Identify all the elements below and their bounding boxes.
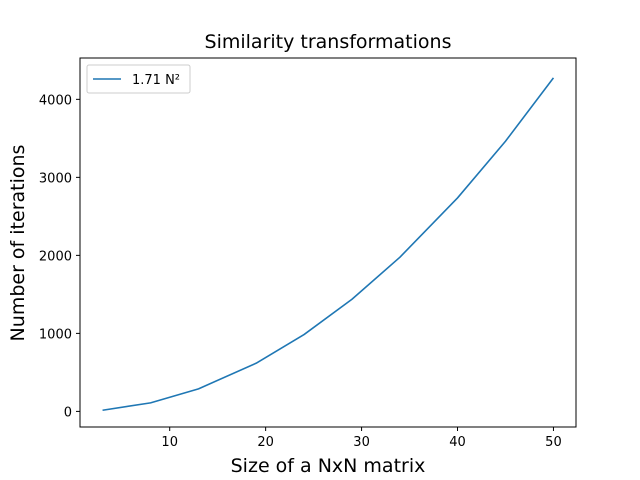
- y-tick-label: 3000: [39, 171, 72, 186]
- series-line: [102, 77, 555, 412]
- y-tick-label: 2000: [39, 249, 72, 264]
- x-tick-label: 10: [161, 435, 178, 450]
- y-tick-label: 1000: [39, 327, 72, 342]
- legend-box: [86, 64, 191, 94]
- x-tick-label: 50: [545, 435, 562, 450]
- legend-entry: 1.71 N²: [132, 73, 180, 88]
- y-axis-label: Number of iterations: [7, 145, 29, 342]
- x-tick-label: 20: [257, 435, 274, 450]
- plot-frame: [79, 57, 577, 428]
- y-tick-label: 4000: [39, 93, 72, 108]
- x-axis-label: Size of a NxN matrix: [231, 455, 426, 477]
- y-tick-label: 0: [64, 405, 72, 420]
- chart-title: Similarity transformations: [205, 31, 452, 53]
- plot-area: 10 20 30 40 50 0 1000 2000 3000 4000 1.71 N²: [39, 57, 577, 450]
- x-tick-label: 40: [449, 435, 466, 450]
- x-tick-label: 30: [353, 435, 370, 450]
